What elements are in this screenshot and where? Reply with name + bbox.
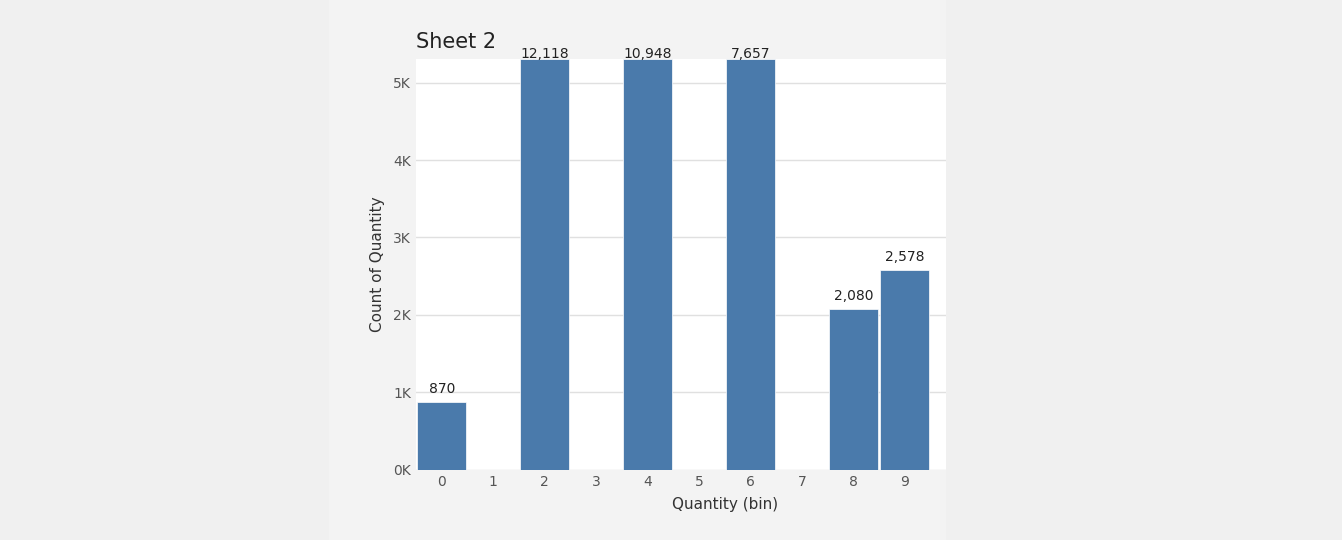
Text: 870: 870 [428, 382, 455, 396]
Text: 12,118: 12,118 [521, 47, 569, 61]
Bar [829, 309, 878, 470]
Text: 7,657: 7,657 [730, 47, 770, 61]
Bar [417, 402, 466, 470]
Text: Sheet 2: Sheet 2 [416, 32, 497, 52]
X-axis label: Quantity (bin): Quantity (bin) [671, 497, 778, 512]
Text: 2,080: 2,080 [833, 288, 874, 302]
Bar [623, 59, 672, 470]
Text: 10,948: 10,948 [623, 47, 672, 61]
Bar [880, 270, 929, 470]
Bar [521, 59, 569, 470]
Bar [726, 59, 774, 470]
Text: 911: 911 [994, 379, 1021, 393]
Bar [984, 399, 1032, 470]
Text: 2,578: 2,578 [884, 250, 925, 264]
Y-axis label: Count of Quantity: Count of Quantity [370, 197, 385, 333]
